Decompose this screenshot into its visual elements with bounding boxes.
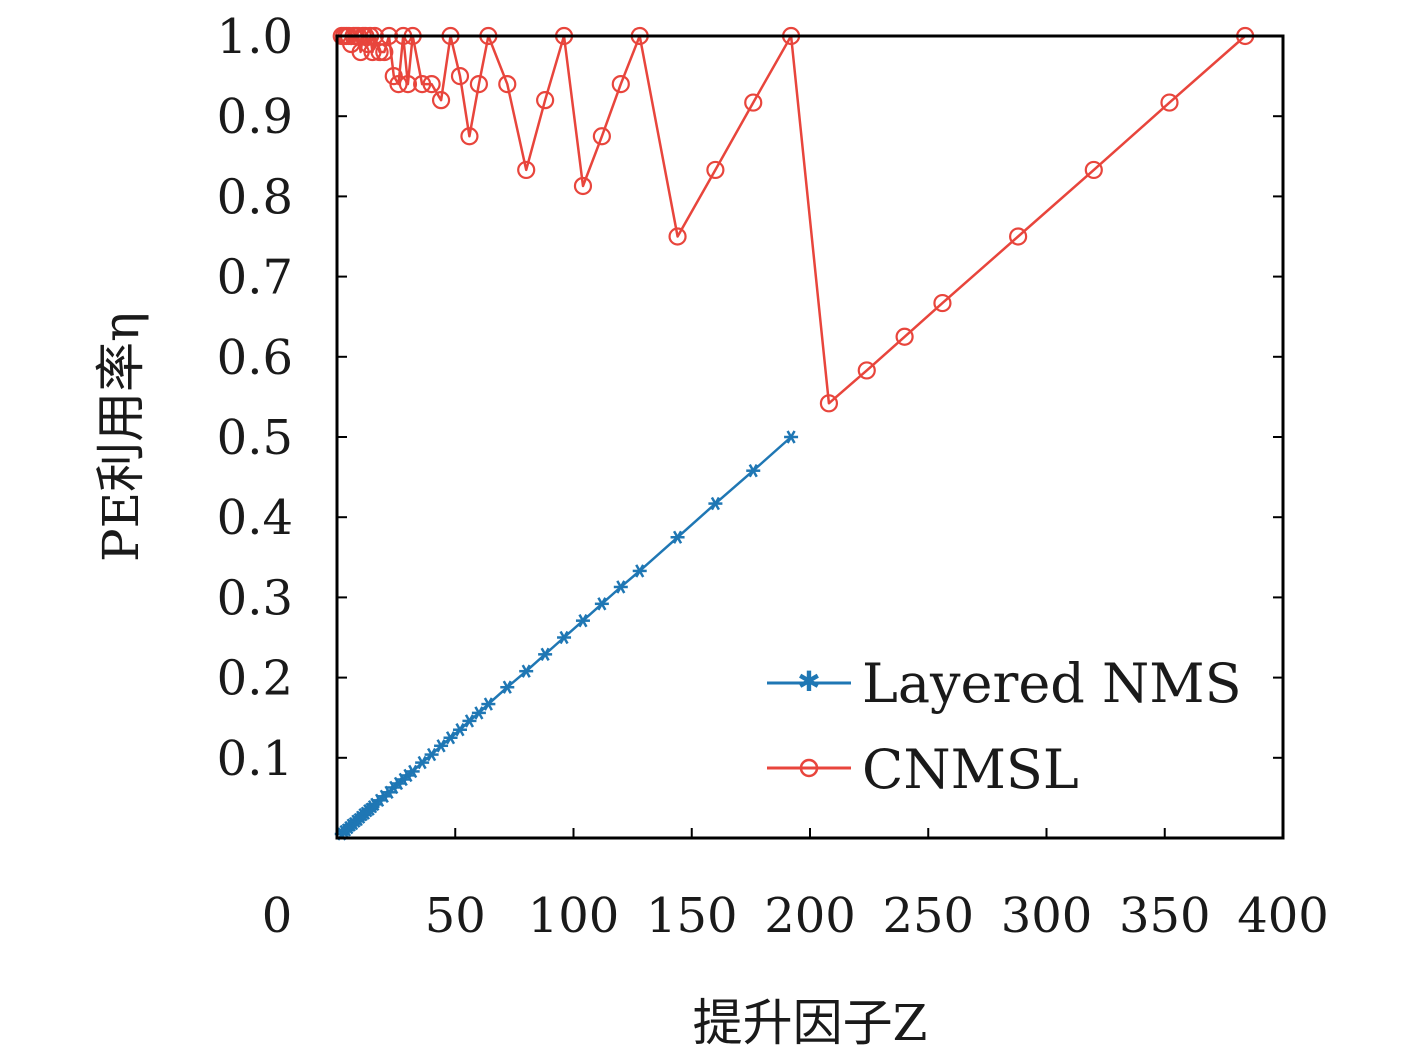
data-point-cnmsl <box>375 42 394 62</box>
y-tick-label: 0.9 <box>217 89 293 145</box>
data-point-layered-nms <box>452 723 467 737</box>
data-point-layered-nms <box>538 647 553 662</box>
series-layer <box>332 26 1255 841</box>
data-point-cnmsl <box>422 75 441 94</box>
data-point-cnmsl <box>744 93 763 112</box>
data-point-layered-nms <box>594 597 609 611</box>
data-point-layered-nms <box>415 755 430 770</box>
x-axis-ticks: 0 50 100 150 200 250 300 350 400 <box>262 828 1329 944</box>
data-point-cnmsl <box>706 160 725 180</box>
data-point-cnmsl <box>460 127 479 146</box>
x-tick-label: 350 <box>1119 888 1211 944</box>
x-axis-title: 提升因子Z <box>693 994 928 1052</box>
legend: ✱ Layered NMS CNMSL <box>767 652 1242 801</box>
data-point-cnmsl <box>389 75 408 94</box>
legend-label-layered-nms: Layered NMS <box>862 652 1242 715</box>
x-tick-label: 300 <box>1001 888 1093 944</box>
data-point-layered-nms <box>670 530 685 544</box>
data-point-cnmsl <box>573 176 593 196</box>
x-tick-label: 150 <box>646 888 738 944</box>
data-point-cnmsl <box>1084 160 1103 180</box>
x-tick-label: 50 <box>425 888 486 944</box>
data-point-layered-nms <box>443 731 458 745</box>
data-point-cnmsl <box>431 91 451 110</box>
data-point-cnmsl <box>895 327 914 346</box>
data-point-cnmsl <box>536 91 555 110</box>
x-tick-label: 100 <box>528 888 620 944</box>
y-tick-label: 0.1 <box>217 731 293 787</box>
x-tick-label: 200 <box>764 888 856 944</box>
y-axis-ticks: 0.1 0.2 0.3 0.4 0.5 0.6 0.7 0.8 0.9 1.0 <box>217 9 1283 787</box>
x-tick-label: 0 <box>262 888 293 944</box>
legend-marker-layered-nms: ✱ <box>797 665 820 698</box>
legend-label-cnmsl: CNMSL <box>862 738 1079 801</box>
data-point-cnmsl <box>398 75 418 94</box>
data-point-layered-nms <box>746 463 761 478</box>
data-point-layered-nms <box>481 697 496 711</box>
data-point-cnmsl <box>413 75 432 94</box>
data-point-layered-nms <box>405 764 420 779</box>
series-line-cnmsl <box>341 34 1247 405</box>
data-point-cnmsl <box>592 127 611 146</box>
x-tick-label: 400 <box>1237 888 1329 944</box>
data-point-layered-nms <box>557 630 572 645</box>
data-point-cnmsl <box>517 160 536 180</box>
data-point-layered-nms <box>424 747 439 762</box>
y-axis-title: PE利用率η <box>92 312 150 562</box>
data-point-layered-nms <box>462 714 477 728</box>
y-tick-label: 0.8 <box>217 169 293 225</box>
data-point-layered-nms <box>613 580 628 594</box>
y-tick-label: 0.7 <box>217 250 293 306</box>
x-tick-label: 250 <box>882 888 974 944</box>
data-point-layered-nms <box>434 739 449 753</box>
y-tick-label: 0.3 <box>217 570 293 626</box>
data-point-cnmsl <box>498 75 517 94</box>
plot-frame <box>335 34 1285 840</box>
y-tick-label: 0.5 <box>217 410 293 466</box>
data-point-cnmsl <box>611 75 630 94</box>
data-point-layered-nms <box>575 613 590 628</box>
data-point-cnmsl <box>450 66 470 86</box>
data-point-cnmsl <box>1160 93 1179 112</box>
data-point-cnmsl <box>668 227 687 246</box>
data-point-cnmsl <box>819 394 839 413</box>
data-point-cnmsl <box>933 293 952 313</box>
data-point-cnmsl <box>1009 227 1028 246</box>
y-tick-label: 0.6 <box>217 330 293 386</box>
y-tick-label: 0.2 <box>217 651 293 707</box>
data-point-layered-nms <box>471 706 486 720</box>
data-point-cnmsl <box>469 75 488 94</box>
data-point-layered-nms <box>500 680 515 694</box>
data-point-layered-nms <box>784 430 799 444</box>
data-point-layered-nms <box>708 496 723 511</box>
y-tick-label: 0.4 <box>217 490 293 546</box>
data-point-layered-nms <box>519 664 534 678</box>
data-point-cnmsl <box>857 361 876 380</box>
legend-marker-cnmsl <box>799 758 819 778</box>
y-tick-label: 1.0 <box>217 9 293 65</box>
data-point-layered-nms <box>632 564 647 578</box>
data-point-cnmsl <box>370 42 389 62</box>
